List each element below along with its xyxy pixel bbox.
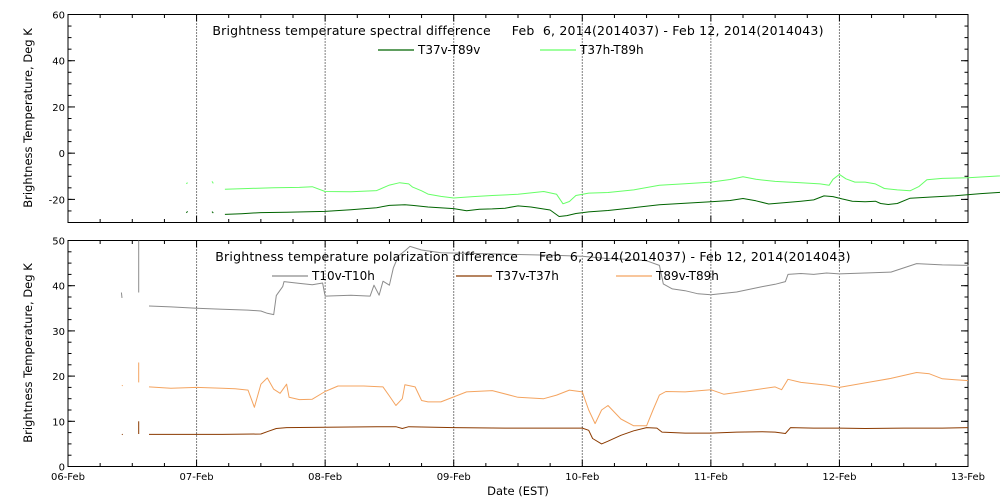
bottom-ytick-label: 40 (52, 282, 65, 293)
legend-label-t89v-t89h: T89v-T89h (655, 269, 719, 283)
x-tick-label-11-feb: 11-Feb (694, 472, 728, 483)
polarization-difference-panel: 0 10 20 30 40 50 Brightness temperature polar… (21, 237, 985, 499)
x-tick-label-12-feb: 12-Feb (822, 472, 856, 483)
top-series-t37v-t89v-segment-2 (224, 191, 1000, 217)
top-series-t37h-t89h-segment-2 (224, 173, 1000, 205)
top-ytick-label: -20 (49, 195, 65, 206)
bottom-series-t10v-t10h-segment-2 (148, 245, 969, 316)
bottom-ytick-label: 50 (52, 237, 65, 248)
bottom-ytick-label: 0 (59, 463, 65, 474)
x-tick-label-09-feb: 09-Feb (437, 472, 471, 483)
top-ytick-label: 40 (52, 57, 65, 68)
legend-label-t37v-t89v: T37v-T89v (417, 43, 480, 57)
top-y-axis-label: Brightness Temperature, Deg K (21, 28, 35, 208)
x-tick-label-08-feb: 08-Feb (308, 472, 342, 483)
legend-label-t37v-t37h: T37v-T37h (495, 269, 559, 283)
top-series-t37h-t89h-segment-1 (211, 181, 214, 184)
x-tick-label-07-feb: 07-Feb (180, 472, 214, 483)
bottom-series-t89v-t89h-segment-2 (148, 372, 969, 427)
bottom-series-lines (120, 240, 969, 445)
top-ytick-label: 0 (59, 149, 65, 160)
spectral-difference-panel: -20 0 20 40 60 Brightness temperature spectr… (21, 11, 1000, 223)
bottom-chart-title: Brightness temperature polarization diff… (215, 249, 850, 264)
top-chart-title: Brightness temperature spectral differen… (212, 23, 823, 38)
bottom-series-t10v-t10h-segment-0 (120, 292, 123, 298)
top-axis-ticks: -20 0 20 40 60 (49, 11, 969, 223)
top-series-t37v-t89v-segment-1 (211, 211, 214, 214)
bottom-y-axis-label: Brightness Temperature, Deg K (21, 263, 35, 443)
x-tick-label-13-feb: 13-Feb (951, 472, 985, 483)
x-axis-label: Date (EST) (487, 484, 549, 498)
top-series-t37h-t89h-segment-0 (185, 182, 188, 185)
bottom-axis-ticks: 0 10 20 30 40 50 (52, 237, 969, 474)
bottom-ytick-label: 20 (52, 372, 65, 383)
top-series-lines (185, 173, 1000, 217)
top-series-t37v-t89v-segment-0 (185, 211, 188, 214)
top-plot-frame (67, 14, 969, 223)
bottom-series-t37v-t37h-segment-0 (121, 433, 124, 436)
x-tick-label-06-feb: 06-Feb (51, 472, 85, 483)
legend-label-t10v-t10h: T10v-T10h (311, 269, 375, 283)
top-ytick-label: 60 (52, 11, 65, 22)
bottom-series-t89v-t89h-segment-0 (121, 384, 124, 387)
bottom-series-t37v-t37h-segment-2 (149, 426, 969, 445)
bottom-ytick-label: 30 (52, 327, 65, 338)
x-tick-labels: 06-Feb 07-Feb 08-Feb 09-Feb 10-Feb 11-Feb 12-F… (51, 472, 985, 483)
top-ytick-label: 20 (52, 103, 65, 114)
legend-label-t37h-t89h: T37h-T89h (579, 43, 644, 57)
bottom-ytick-label: 10 (52, 417, 65, 428)
x-tick-label-10-feb: 10-Feb (565, 472, 599, 483)
top-grid (196, 14, 840, 223)
